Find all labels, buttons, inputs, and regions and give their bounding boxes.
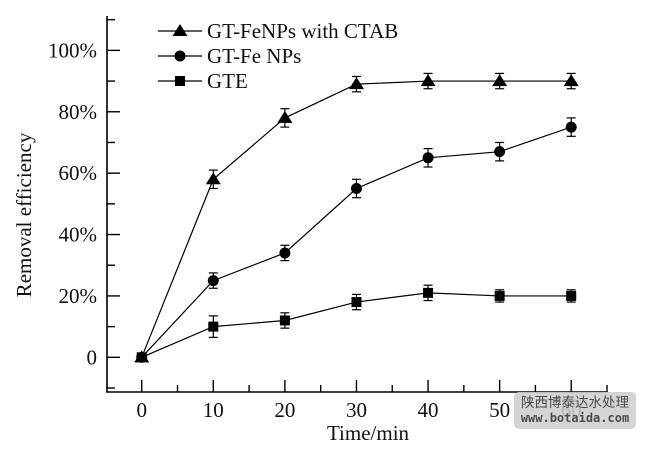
data-point-circle-marker: [279, 247, 291, 259]
y-axis-title: Removal efficiency: [12, 132, 36, 297]
y-tick-label: 40%: [59, 223, 98, 247]
watermark-chinese-text: 陕西博泰达水处理: [521, 394, 629, 411]
x-tick-label: 30: [346, 398, 367, 422]
legend-triangle-marker: [172, 24, 188, 36]
watermark: 陕西博泰达水处理 www.botaida.com: [514, 392, 636, 429]
x-axis-title: Time/min: [327, 421, 410, 445]
data-point-circle-marker: [422, 152, 434, 164]
y-tick-label: 20%: [59, 284, 98, 308]
x-tick-label: 20: [274, 398, 295, 422]
data-point-triangle-marker: [492, 74, 508, 87]
x-tick-label: 10: [203, 398, 224, 422]
watermark-url: www.botaida.com: [520, 411, 630, 426]
legend-label: GTE: [207, 69, 248, 93]
data-point-square-marker: [279, 315, 290, 326]
series-line: [141, 126, 572, 358]
data-point-triangle-marker: [277, 110, 293, 123]
data-point-square-marker: [351, 297, 362, 308]
data-point-circle-marker: [494, 146, 506, 158]
x-tick-label: 40: [418, 398, 439, 422]
data-point-square-marker: [423, 287, 434, 298]
y-tick-label: 0: [87, 345, 98, 369]
data-point-circle-marker: [350, 182, 362, 194]
data-point-square-marker: [566, 290, 577, 301]
data-point-triangle-marker: [205, 172, 221, 185]
data-point-circle-marker: [565, 121, 577, 133]
data-point-square-marker: [494, 290, 505, 301]
legend-circle-marker: [174, 50, 186, 62]
x-tick-label: 0: [136, 398, 147, 422]
data-point-circle-marker: [207, 275, 219, 287]
y-tick-label: 60%: [59, 161, 98, 185]
data-point-square-marker: [208, 321, 219, 332]
y-tick-label: 80%: [59, 100, 98, 124]
legend-label: GT-Fe NPs: [207, 44, 301, 68]
data-point-triangle-marker: [420, 74, 436, 87]
data-point-triangle-marker: [348, 77, 364, 90]
axes-frame: [106, 16, 607, 393]
y-tick-label: 100%: [48, 38, 97, 62]
data-point-triangle-marker: [563, 74, 579, 87]
legend-square-marker: [175, 76, 185, 86]
series-line: [141, 80, 572, 358]
legend-label: GT-FeNPs with CTAB: [207, 19, 398, 43]
x-tick-label: 50: [489, 398, 510, 422]
data-point-square-marker: [136, 352, 147, 363]
